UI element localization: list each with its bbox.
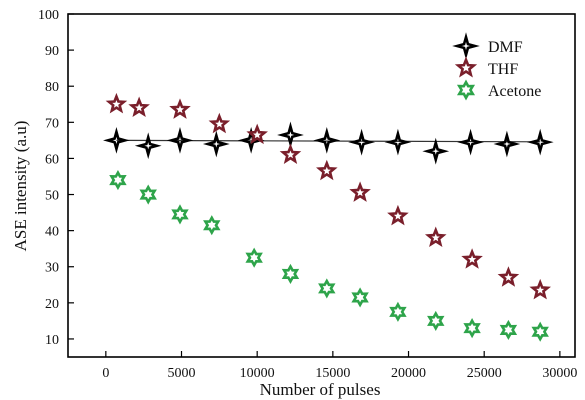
x-tick-label: 30000 bbox=[542, 366, 577, 381]
data-point-thf bbox=[169, 98, 191, 119]
plot-frame bbox=[67, 13, 576, 358]
data-point-thf bbox=[461, 248, 483, 269]
data-point-acetone bbox=[499, 319, 518, 340]
data-point-dmf bbox=[134, 132, 162, 160]
data-point-thf bbox=[387, 204, 409, 226]
y-tick-label: 10 bbox=[45, 333, 59, 348]
x-tick-label: 15000 bbox=[315, 366, 350, 381]
data-point-thf bbox=[349, 181, 371, 202]
legend-label-acetone: Acetone bbox=[488, 83, 541, 100]
data-point-acetone bbox=[281, 263, 300, 285]
data-point-acetone bbox=[245, 247, 263, 268]
legend-label-dmf: DMF bbox=[488, 39, 523, 56]
data-point-acetone bbox=[427, 310, 445, 331]
data-point-thf bbox=[316, 159, 338, 181]
data-point-dmf bbox=[526, 128, 554, 156]
data-point-thf bbox=[497, 266, 520, 287]
data-point-acetone bbox=[351, 287, 369, 308]
data-point-dmf bbox=[493, 130, 521, 158]
data-point-dmf bbox=[457, 128, 484, 156]
data-point-acetone bbox=[139, 184, 157, 205]
y-tick-label: 70 bbox=[45, 116, 59, 131]
data-point-dmf bbox=[384, 128, 412, 156]
data-point-acetone bbox=[531, 321, 549, 342]
data-point-acetone bbox=[389, 301, 407, 322]
data-point-dmf bbox=[103, 126, 130, 154]
x-axis-ticks: 0 5000 10000 15000 20000 25000 30000 bbox=[102, 351, 577, 381]
legend: DMF THF Acetone bbox=[452, 32, 541, 101]
data-point-thf bbox=[424, 226, 447, 248]
legend-label-thf: THF bbox=[488, 61, 518, 78]
data-point-dmf bbox=[202, 130, 230, 158]
data-point-acetone bbox=[109, 170, 127, 191]
y-tick-label: 50 bbox=[45, 189, 59, 204]
y-axis-title: ASE intensity (a.u) bbox=[11, 121, 30, 252]
data-markers bbox=[103, 92, 554, 342]
x-tick-label: 20000 bbox=[391, 366, 426, 381]
y-tick-label: 30 bbox=[45, 261, 59, 276]
data-point-thf bbox=[529, 278, 551, 300]
x-axis-title: Number of pulses bbox=[260, 380, 381, 399]
legend-marker-dmf bbox=[452, 32, 480, 60]
x-tick-label: 5000 bbox=[168, 366, 196, 381]
y-tick-label: 40 bbox=[45, 225, 59, 240]
y-tick-label: 80 bbox=[45, 80, 59, 95]
data-point-dmf bbox=[422, 137, 450, 165]
x-tick-label: 10000 bbox=[240, 366, 275, 381]
data-point-dmf bbox=[277, 121, 304, 149]
y-tick-label: 20 bbox=[45, 297, 59, 312]
legend-marker-thf bbox=[454, 56, 478, 78]
y-axis-ticks: 10 20 30 40 50 60 70 80 90 100 bbox=[38, 8, 74, 348]
data-point-acetone bbox=[171, 204, 189, 225]
data-point-acetone bbox=[318, 278, 336, 299]
data-point-dmf bbox=[166, 126, 194, 154]
data-point-thf bbox=[279, 143, 302, 164]
data-point-dmf bbox=[313, 126, 341, 154]
data-point-dmf bbox=[348, 128, 376, 156]
y-tick-label: 90 bbox=[45, 44, 59, 59]
data-point-thf bbox=[128, 96, 150, 118]
legend-marker-acetone bbox=[456, 79, 476, 101]
y-tick-label: 100 bbox=[38, 8, 59, 23]
data-point-thf bbox=[208, 112, 231, 134]
data-point-thf bbox=[105, 92, 128, 114]
y-tick-label: 60 bbox=[45, 152, 59, 167]
data-point-thf bbox=[246, 123, 268, 145]
data-point-acetone bbox=[463, 318, 481, 339]
x-tick-label: 25000 bbox=[467, 366, 502, 381]
data-point-acetone bbox=[203, 215, 221, 236]
x-tick-label: 0 bbox=[102, 366, 109, 381]
